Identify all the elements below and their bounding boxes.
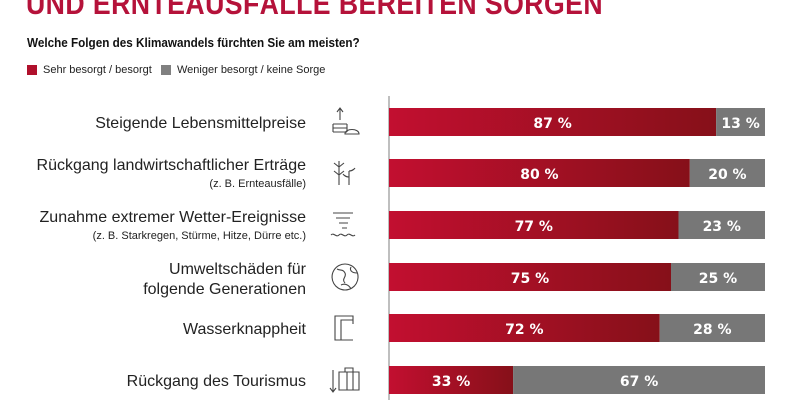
bar-not-concerned	[513, 366, 765, 394]
value-label-not-concerned: 20 %	[708, 167, 746, 183]
bar-concerned	[389, 108, 717, 136]
bar-row: Steigende Lebensmittelpreise 87 % 13 %	[95, 107, 765, 136]
category-note: (z. B. Starkregen, Stürme, Hitze, Dürre …	[93, 230, 306, 242]
faucet-icon	[334, 315, 354, 341]
bar-row: Rückgang landwirtschaftlicher Erträge (z.…	[37, 157, 765, 190]
category-label: Rückgang landwirtschaftlicher Erträge	[37, 157, 307, 174]
category-label: Wasserknappheit	[183, 321, 307, 338]
bar-concerned	[389, 263, 671, 291]
value-label-concerned: 87 %	[533, 116, 571, 132]
bar-not-concerned	[671, 263, 765, 291]
chart-subtitle: Welche Folgen des Klimawandels fürchten …	[27, 35, 360, 50]
category-label: Steigende Lebensmittelpreise	[95, 115, 306, 132]
bar-concerned	[389, 366, 514, 394]
coins-bread-up-arrow-icon	[332, 107, 360, 135]
value-label-not-concerned: 13 %	[721, 116, 759, 132]
category-note: (z. B. Ernteausfälle)	[209, 178, 306, 190]
legend-label: Weniger besorgt / keine Sorge	[177, 64, 326, 76]
category-label-line2: folgende Generationen	[143, 281, 306, 298]
legend-item-not-concerned: Weniger besorgt / keine Sorge	[161, 64, 325, 76]
category-label: Umweltschäden für	[169, 261, 307, 278]
value-label-not-concerned: 67 %	[620, 374, 658, 390]
bar-concerned	[389, 314, 660, 342]
legend-item-concerned: Sehr besorgt / besorgt	[27, 64, 152, 76]
value-label-concerned: 77 %	[515, 219, 553, 235]
value-label-concerned: 75 %	[511, 271, 549, 287]
value-label-concerned: 80 %	[520, 167, 558, 183]
legend-swatch	[161, 65, 171, 75]
legend-label: Sehr besorgt / besorgt	[43, 64, 152, 76]
value-label-concerned: 33 %	[432, 374, 470, 390]
page-title: UND ERNTEAUSFÄLLE BEREITEN SORGEN	[26, 0, 604, 21]
value-label-concerned: 72 %	[505, 322, 543, 338]
legend-swatch	[27, 65, 37, 75]
value-label-not-concerned: 23 %	[703, 219, 741, 235]
value-label-not-concerned: 25 %	[699, 271, 737, 287]
tornado-water-icon	[330, 212, 356, 237]
bar-row: Rückgang des Tourismus 33 % 67 %	[127, 366, 765, 394]
bar-row: Umweltschäden für folgende Generationen 75…	[143, 261, 765, 298]
bar-row: Zunahme extremer Wetter-Ereignisse (z. B.…	[40, 209, 765, 242]
bar-concerned	[389, 211, 679, 239]
suitcase-down-arrow-icon	[329, 367, 360, 393]
bar-not-concerned	[716, 108, 765, 136]
value-label-not-concerned: 28 %	[693, 322, 731, 338]
globe-icon	[331, 263, 359, 291]
wheat-plant-icon	[333, 161, 356, 185]
bar-not-concerned	[689, 159, 765, 187]
bar-row: Wasserknappheit 72 % 28 %	[183, 314, 765, 342]
bar-not-concerned	[659, 314, 765, 342]
bar-concerned	[389, 159, 690, 187]
category-label: Rückgang des Tourismus	[127, 373, 306, 390]
category-label: Zunahme extremer Wetter-Ereignisse	[40, 209, 307, 226]
bar-not-concerned	[678, 211, 765, 239]
